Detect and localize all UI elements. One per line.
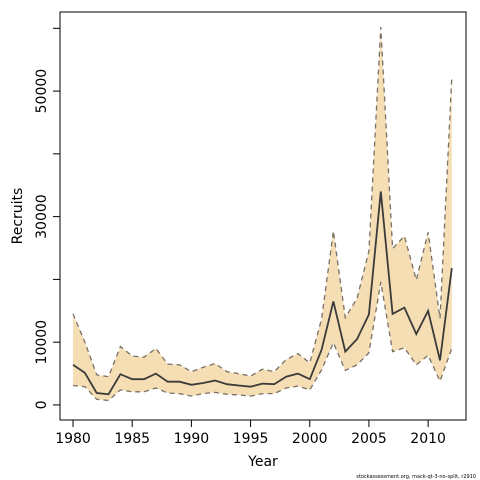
- x-tick-label: 1980: [55, 431, 91, 447]
- x-tick-label: 2010: [410, 431, 446, 447]
- x-axis-title: Year: [247, 454, 278, 470]
- y-tick-label: 0: [34, 400, 50, 409]
- y-axis: 0 10000 30000 50000: [34, 27, 60, 409]
- x-tick-label: 1995: [233, 431, 269, 447]
- confidence-band: [73, 27, 452, 401]
- x-tick-label: 2000: [292, 431, 328, 447]
- x-axis: 1980 1985 1990 1995 2000 2005 2010: [55, 420, 446, 447]
- y-tick-label: 30000: [34, 194, 50, 239]
- recruits-estimate-line: [72, 191, 453, 396]
- y-axis-title: Recruits: [10, 188, 26, 245]
- lower-bound-line: [72, 281, 453, 402]
- y-tick-label: 50000: [34, 69, 50, 114]
- plot-frame: [59, 11, 467, 421]
- y-tick-label: 10000: [34, 320, 50, 365]
- source-caption: stockassessment.org, mack-qt-3-no-split,…: [356, 474, 476, 480]
- x-tick-label: 1990: [174, 431, 210, 447]
- x-tick-label: 1985: [114, 431, 150, 447]
- upper-bound-line: [72, 27, 453, 378]
- x-tick-label: 2005: [351, 431, 387, 447]
